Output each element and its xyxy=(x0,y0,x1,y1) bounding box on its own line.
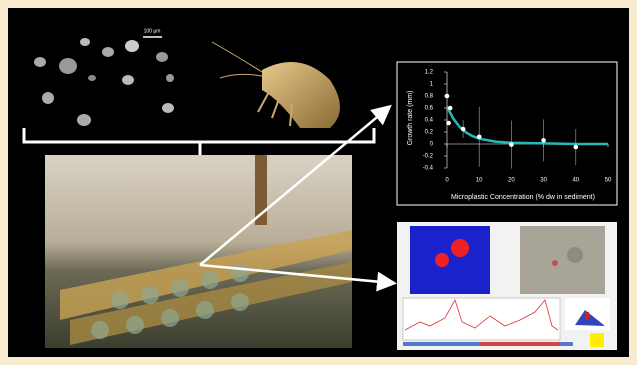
data-point xyxy=(461,127,466,132)
x-tick-label: 20 xyxy=(508,178,515,184)
y-tick-label: -0.4 xyxy=(423,166,434,172)
x-tick-label: 40 xyxy=(572,178,579,184)
data-point xyxy=(446,121,451,126)
y-tick-label: -0.2 xyxy=(423,154,434,160)
y-axis-label: Growth rate (mm) xyxy=(407,91,414,146)
graphical-abstract: 100 µm Growth rate (mm) Microplastic Con… xyxy=(0,0,637,365)
x-tick-label: 50 xyxy=(605,178,612,184)
x-tick-label: 10 xyxy=(476,178,483,184)
lab-photo xyxy=(45,155,352,348)
software-screenshot xyxy=(397,222,617,350)
data-point xyxy=(445,94,450,99)
data-point xyxy=(477,135,482,140)
y-tick-label: 0.6 xyxy=(425,106,434,112)
x-tick-label: 30 xyxy=(540,178,547,184)
y-tick-label: 0.2 xyxy=(425,130,434,136)
scale-bar-label: 100 µm xyxy=(144,28,161,34)
data-point xyxy=(509,142,514,147)
data-point xyxy=(448,106,453,111)
data-point xyxy=(574,145,579,150)
y-tick-label: 1.2 xyxy=(425,70,434,76)
y-tick-label: 0.4 xyxy=(425,118,434,124)
x-axis-label: Microplastic Concentration (% dw in sedi… xyxy=(451,194,595,201)
data-point xyxy=(541,138,546,143)
y-tick-label: 0.8 xyxy=(425,94,434,100)
